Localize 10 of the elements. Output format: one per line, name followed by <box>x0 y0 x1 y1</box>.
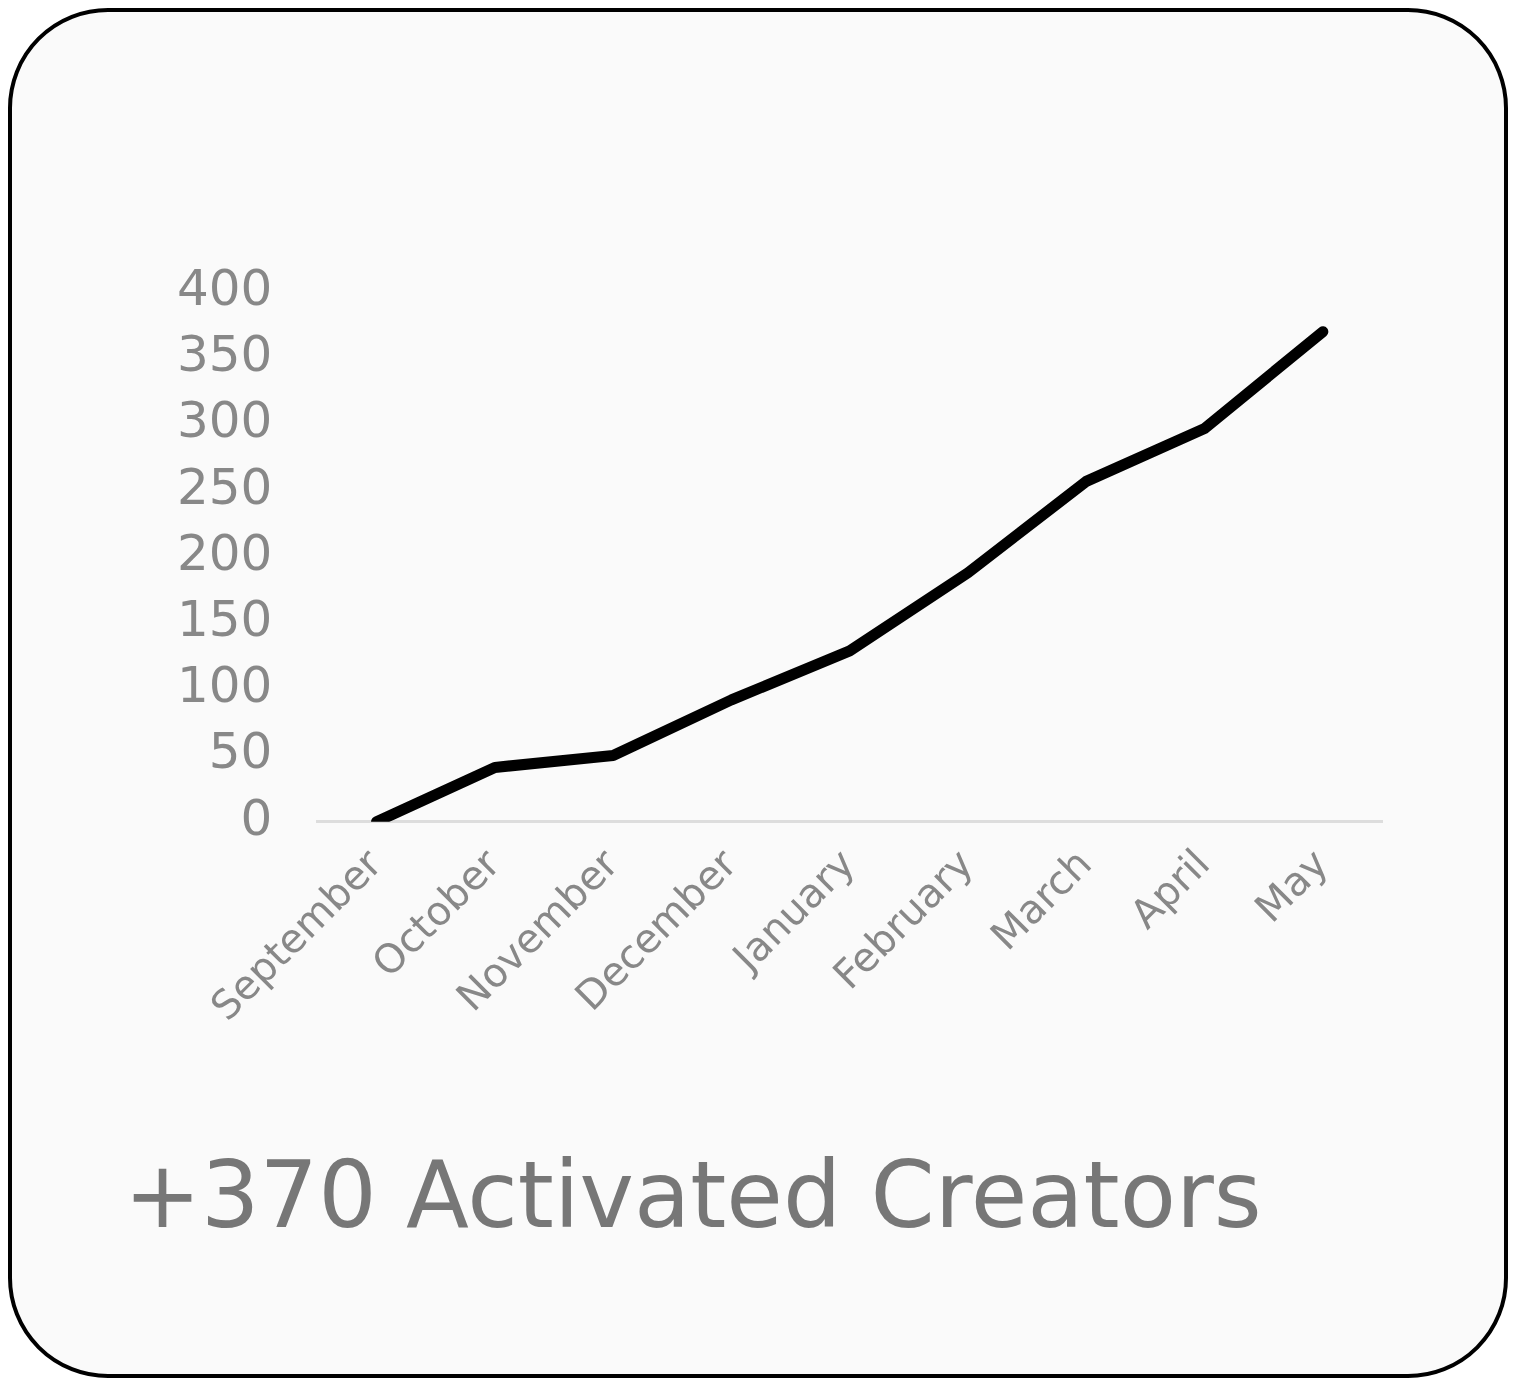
y-tick-label: 0 <box>240 788 273 847</box>
y-tick-label: 200 <box>177 523 273 582</box>
y-tick-label: 150 <box>177 590 273 649</box>
y-tick-label: 400 <box>177 258 273 317</box>
y-tick-label: 350 <box>177 325 273 384</box>
y-tick-label: 50 <box>208 722 273 781</box>
y-tick-label: 250 <box>177 457 273 516</box>
y-tick-label: 300 <box>177 391 273 450</box>
y-tick-label: 100 <box>177 656 273 715</box>
text: +370 Activated Creators <box>124 1142 1262 1249</box>
